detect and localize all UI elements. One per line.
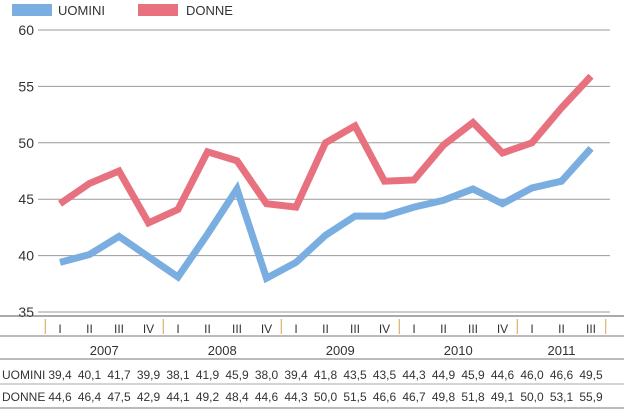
y-tick-label: 40 (18, 248, 34, 264)
table-cell: 46,6 (550, 368, 574, 382)
series-line-donne (58, 73, 594, 228)
table-cell: 44,3 (402, 368, 426, 382)
table-cell: 49,8 (432, 390, 456, 404)
x-tick-label: III (350, 322, 360, 336)
legend-swatch-uomini (12, 4, 52, 16)
table-cell: 50,0 (314, 390, 338, 404)
x-tick-label: II (86, 322, 93, 336)
x-tick-label: IV (261, 322, 272, 336)
table-cell: 43,5 (343, 368, 367, 382)
x-tick-label: I (530, 322, 533, 336)
table-cell: 50,0 (520, 390, 544, 404)
table-cell: 44,6 (48, 390, 72, 404)
year-label: 2011 (548, 343, 576, 358)
table-cell: 43,5 (373, 368, 397, 382)
y-tick-label: 35 (18, 304, 34, 320)
y-tick-label: 50 (18, 135, 34, 151)
table-cell: 38,0 (255, 368, 279, 382)
plot-area (38, 30, 610, 312)
year-label: 2007 (90, 343, 119, 358)
x-tick-label: IV (379, 322, 390, 336)
table-cell: 49,5 (579, 368, 603, 382)
year-label: 2008 (208, 343, 237, 358)
series-line-uomini (59, 146, 594, 284)
x-tick-label: II (558, 322, 565, 336)
table-cell: 51,8 (461, 390, 485, 404)
x-tick-label: IV (497, 322, 508, 336)
x-tick-label: II (322, 322, 329, 336)
table-cell: 46,0 (520, 368, 544, 382)
table-cell: 44,3 (284, 390, 308, 404)
x-tick-label: III (114, 322, 124, 336)
table-cell: 44,9 (432, 368, 456, 382)
x-tick-label: III (586, 322, 596, 336)
legend-swatch-donne (138, 4, 178, 16)
table-cell: 46,4 (78, 390, 102, 404)
table-cell: 44,6 (491, 368, 515, 382)
table-cell: 38,1 (166, 368, 190, 382)
table-row-label-donne: DONNE (2, 390, 45, 404)
table-cell: 44,6 (255, 390, 279, 404)
table-cell: 45,9 (461, 368, 485, 382)
table-cell: 53,1 (550, 390, 574, 404)
table-cell: 55,9 (579, 390, 603, 404)
y-tick-label: 60 (18, 22, 34, 38)
table-cell: 45,9 (225, 368, 249, 382)
table-cell: 47,5 (107, 390, 131, 404)
table-row-label-uomini: UOMINI (2, 368, 45, 382)
table-cell: 40,1 (78, 368, 102, 382)
table-cell: 51,5 (343, 390, 367, 404)
table-cell: 49,1 (491, 390, 515, 404)
legend-label-uomini: UOMINI (58, 3, 105, 18)
x-tick-label: II (204, 322, 211, 336)
table-cell: 42,9 (137, 390, 161, 404)
x-tick-label: I (412, 322, 415, 336)
table-cell: 48,4 (225, 390, 249, 404)
x-tick-label: IV (143, 322, 154, 336)
table-cell: 41,8 (314, 368, 338, 382)
table-cell: 39,4 (48, 368, 72, 382)
y-tick-label: 55 (18, 78, 34, 94)
table-cell: 44,1 (166, 390, 190, 404)
x-tick-label: I (176, 322, 179, 336)
table-cell: 39,4 (284, 368, 308, 382)
x-tick-label: II (440, 322, 447, 336)
table-cell: 49,2 (196, 390, 220, 404)
table-cell: 41,7 (107, 368, 131, 382)
y-tick-label: 45 (18, 191, 34, 207)
x-tick-label: I (58, 322, 61, 336)
year-label: 2009 (326, 343, 355, 358)
x-tick-label: I (294, 322, 297, 336)
year-label: 2010 (444, 343, 473, 358)
table-cell: 39,9 (137, 368, 161, 382)
table-cell: 46,6 (373, 390, 397, 404)
table-cell: 46,7 (402, 390, 426, 404)
x-tick-label: III (232, 322, 242, 336)
legend-label-donne: DONNE (186, 3, 233, 18)
table-cell: 41,9 (196, 368, 220, 382)
x-tick-label: III (468, 322, 478, 336)
